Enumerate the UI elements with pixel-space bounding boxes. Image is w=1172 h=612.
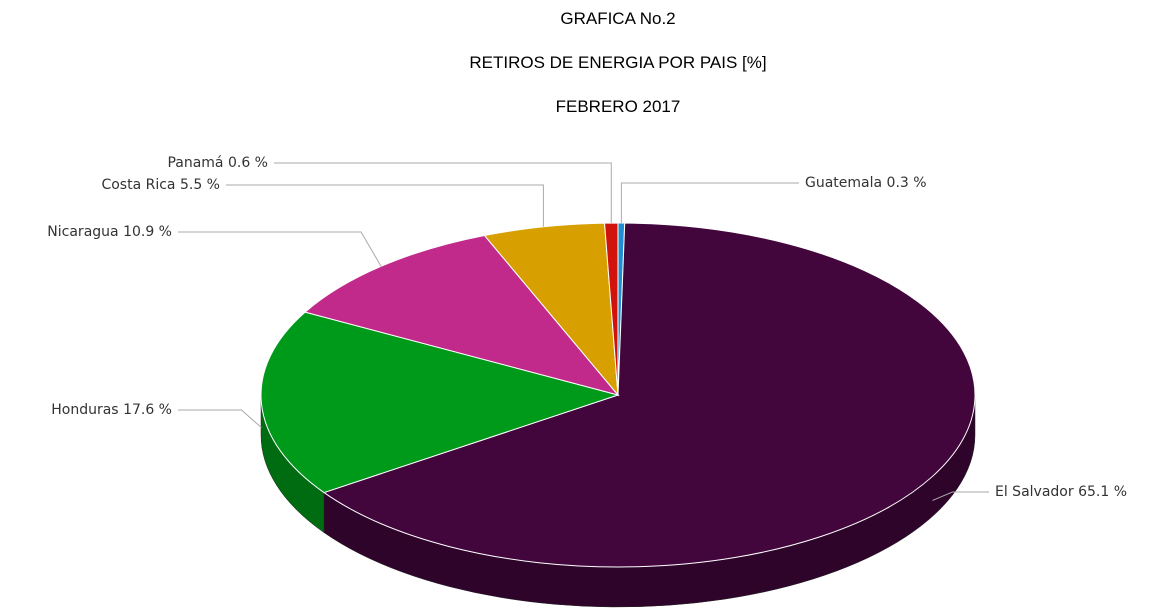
slice-top: [322, 222, 976, 568]
data-label: Honduras 17.6 %: [51, 402, 172, 418]
leader-line: [620, 182, 799, 224]
data-label: El Salvador 65.1 %: [995, 484, 1127, 500]
leader-line: [178, 409, 262, 429]
label-name: El Salvador: [995, 484, 1074, 500]
label-name: Honduras: [51, 402, 118, 418]
slice-top: [260, 311, 620, 494]
label-value: 65.1 %: [1078, 484, 1127, 500]
label-name: Guatemala: [805, 175, 882, 191]
label-name: Nicaragua: [47, 224, 118, 240]
label-value: 10.9 %: [123, 224, 172, 240]
chart-title: RETIROS DE ENERGIA POR PAIS [%]: [469, 53, 766, 72]
label-value: 17.6 %: [123, 402, 172, 418]
data-label: Panamá 0.6 %: [167, 155, 268, 171]
label-name: Panamá: [167, 155, 223, 171]
data-label: Nicaragua 10.9 %: [47, 224, 172, 240]
data-label: Guatemala 0.3 %: [805, 175, 927, 191]
data-label: Costa Rica 5.5 %: [101, 177, 220, 193]
chart-title: GRAFICA No.2: [560, 9, 675, 28]
leader-line: [274, 162, 612, 224]
slice: [260, 311, 620, 534]
chart-title: FEBRERO 2017: [556, 97, 681, 116]
leader-line: [226, 184, 544, 227]
label-value: 0.6 %: [228, 155, 268, 171]
label-name: Costa Rica: [101, 177, 175, 193]
label-value: 5.5 %: [180, 177, 220, 193]
leader-line: [178, 231, 382, 267]
label-value: 0.3 %: [887, 175, 927, 191]
leader-line: [932, 491, 989, 501]
